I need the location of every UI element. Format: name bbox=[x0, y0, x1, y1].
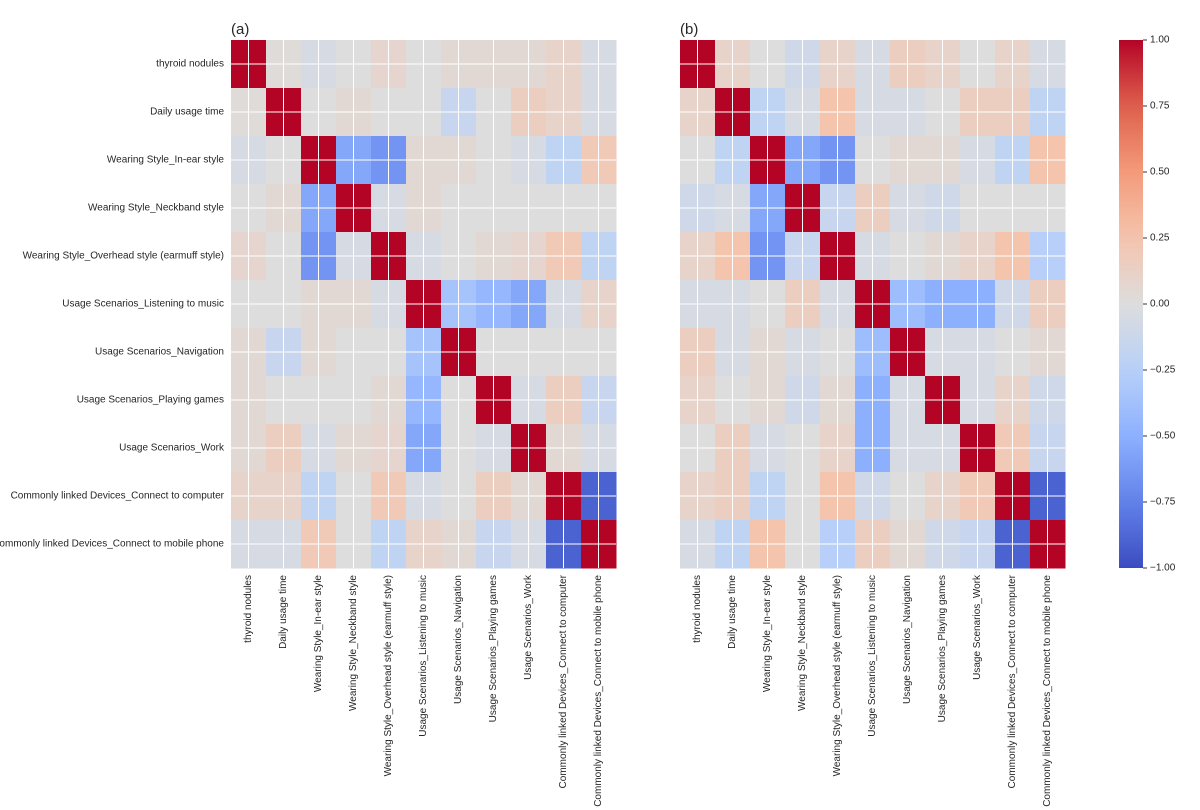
y-tick-label: thyroid nodules bbox=[156, 59, 224, 70]
x-tick-label: Usage Scenarios_Listening to music bbox=[867, 575, 878, 737]
colorbar-tick-label: −1.00 bbox=[1150, 563, 1176, 574]
heatmap-a: (a) thyroid nodules Daily usage time Wearin… bbox=[0, 21, 617, 807]
x-tick-label: Commonly linked Devices_Connect to mobil… bbox=[1042, 575, 1053, 807]
x-tick-label: thyroid nodules bbox=[243, 575, 254, 643]
heatmap-b: (b) thyroid nodules Daily usage time Wearin… bbox=[680, 21, 1066, 807]
x-tick-label: Daily usage time bbox=[278, 575, 289, 649]
x-tick-label: Commonly linked Devices_Connect to compu… bbox=[1007, 574, 1018, 788]
colorbar-tick-label: 1.00 bbox=[1150, 35, 1170, 46]
y-tick-label: Usage Scenarios_Navigation bbox=[95, 347, 224, 358]
colorbar-gradient bbox=[1119, 40, 1143, 568]
x-tick-label: Wearing Style_Overhead style (earmuff st… bbox=[383, 575, 394, 776]
x-tick-label: Daily usage time bbox=[727, 575, 738, 649]
x-tick-label: Usage Scenarios_Work bbox=[523, 574, 534, 680]
x-tick-label: Wearing Style_Overhead style (earmuff st… bbox=[832, 575, 843, 776]
colorbar-tick-label: 0.00 bbox=[1150, 299, 1170, 310]
y-tick-label: Usage Scenarios_Work bbox=[119, 443, 225, 454]
y-tick-label: Wearing Style_Neckband style bbox=[88, 203, 224, 214]
colorbar-tick-label: 0.75 bbox=[1150, 101, 1170, 112]
x-tick-label: Wearing Style_Neckband style bbox=[348, 575, 359, 711]
y-tick-label: Daily usage time bbox=[150, 107, 224, 118]
colorbar-tick-label: 0.50 bbox=[1150, 167, 1170, 178]
x-tick-label: Wearing Style_Neckband style bbox=[797, 575, 808, 711]
x-tick-label: Usage Scenarios_Navigation bbox=[453, 575, 464, 704]
panel-label: (b) bbox=[680, 21, 698, 38]
y-tick-label: Commonly linked Devices_Connect to compu… bbox=[11, 491, 225, 502]
x-tick-label: Wearing Style_In-ear style bbox=[313, 575, 324, 693]
x-tick-label: Wearing Style_In-ear style bbox=[762, 575, 773, 693]
y-tick-label: Wearing Style_Overhead style (earmuff st… bbox=[23, 251, 224, 262]
x-tick-label: Usage Scenarios_Navigation bbox=[902, 575, 913, 704]
x-tick-label: Commonly linked Devices_Connect to compu… bbox=[558, 574, 569, 788]
colorbar: 1.00 0.75 0.50 0.25 0.00 −0.25 −0.50 −0.75 −1.00 bbox=[1119, 35, 1176, 574]
colorbar-tick-label: −0.25 bbox=[1150, 365, 1176, 376]
x-tick-label: Usage Scenarios_Listening to music bbox=[418, 575, 429, 737]
x-tick-label: Commonly linked Devices_Connect to mobil… bbox=[593, 575, 604, 807]
y-tick-label: Commonly linked Devices_Connect to mobil… bbox=[0, 539, 224, 550]
x-tick-label: Usage Scenarios_Work bbox=[972, 574, 983, 680]
colorbar-tick-label: −0.50 bbox=[1150, 431, 1176, 442]
x-tick-label: Usage Scenarios_Playing games bbox=[488, 575, 499, 722]
y-tick-label: Wearing Style_In-ear style bbox=[107, 155, 225, 166]
y-tick-label: Usage Scenarios_Listening to music bbox=[62, 299, 224, 310]
colorbar-tick-label: 0.25 bbox=[1150, 233, 1170, 244]
x-tick-label: thyroid nodules bbox=[692, 575, 703, 643]
colorbar-tick-label: −0.75 bbox=[1150, 497, 1176, 508]
panel-label: (a) bbox=[231, 21, 249, 38]
x-tick-label: Usage Scenarios_Playing games bbox=[937, 575, 948, 722]
y-tick-label: Usage Scenarios_Playing games bbox=[77, 395, 224, 406]
